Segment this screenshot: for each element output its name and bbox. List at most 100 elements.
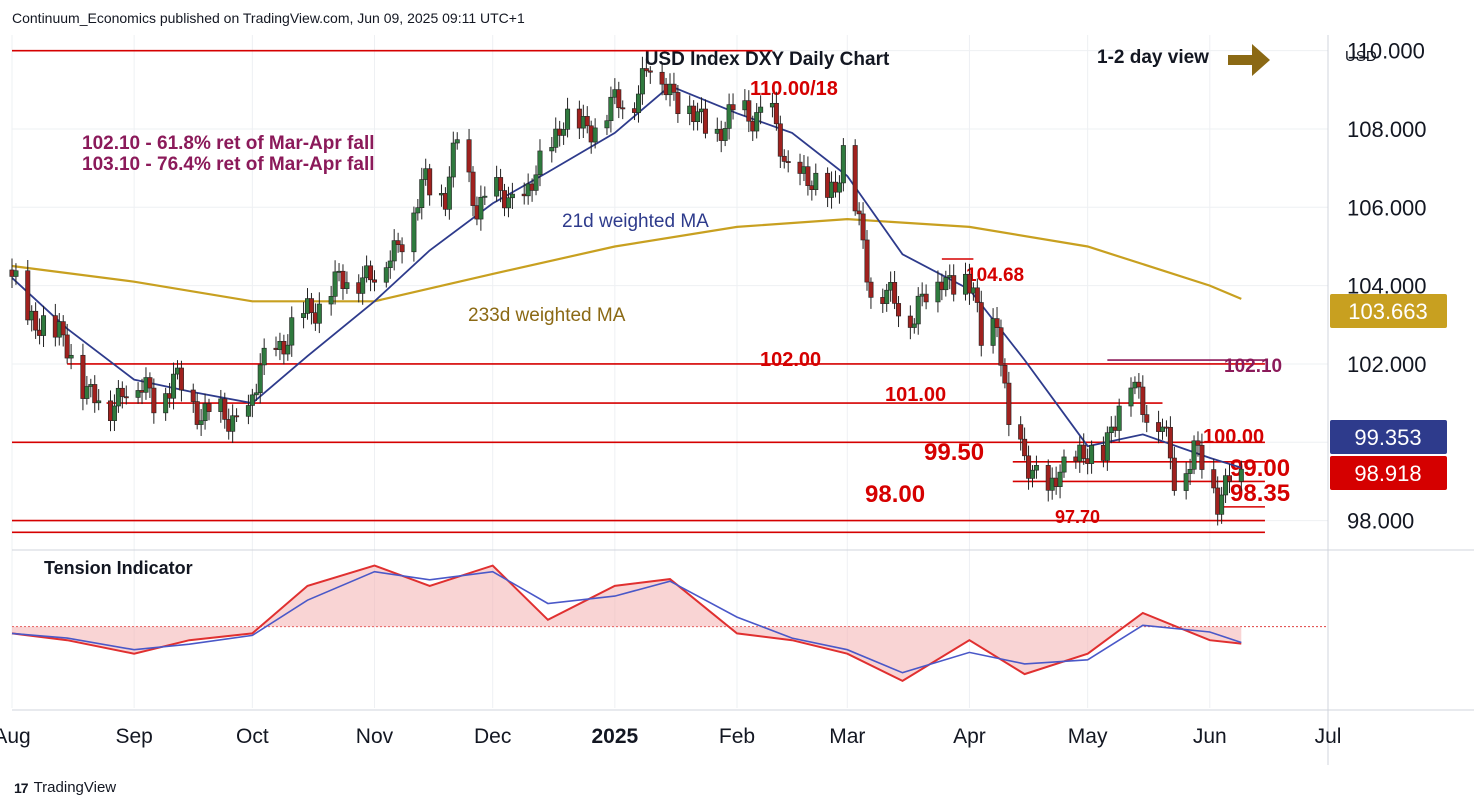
candle-body bbox=[915, 295, 921, 325]
candle-body bbox=[340, 270, 346, 289]
candle-body bbox=[308, 298, 314, 313]
candle-body bbox=[230, 415, 236, 432]
candle-body bbox=[1104, 432, 1110, 461]
candle-body bbox=[1191, 440, 1197, 470]
candle-body bbox=[561, 129, 567, 136]
level-label: 110.00/18 bbox=[750, 78, 838, 100]
candle-body bbox=[383, 267, 389, 283]
candle-body bbox=[1140, 386, 1146, 415]
candle-body bbox=[978, 302, 984, 346]
candle-body bbox=[194, 401, 200, 425]
candle-body bbox=[60, 321, 66, 336]
candle-body bbox=[868, 281, 874, 298]
chart-title: USD Index DXY Daily Chart bbox=[645, 49, 890, 70]
currency-label: USD bbox=[1345, 48, 1377, 65]
candle-body bbox=[450, 142, 456, 178]
candle-body bbox=[1022, 438, 1028, 457]
candle-body bbox=[371, 279, 377, 283]
candle-body bbox=[730, 104, 736, 111]
candle-body bbox=[537, 150, 543, 176]
candle-body bbox=[781, 155, 787, 162]
candle-body bbox=[1195, 440, 1201, 446]
candle-body bbox=[1167, 426, 1173, 459]
publisher-line: Continuum_Economics published on Trading… bbox=[12, 10, 525, 26]
candle-body bbox=[387, 260, 393, 268]
level-label: 102.00 bbox=[760, 349, 821, 371]
candle-body bbox=[190, 389, 196, 402]
candle-body bbox=[344, 282, 350, 289]
candle-body bbox=[923, 293, 929, 303]
candle-body bbox=[206, 403, 212, 412]
candle-body bbox=[1183, 473, 1189, 491]
candle-body bbox=[1144, 414, 1150, 423]
candle-body bbox=[285, 344, 291, 355]
candle-body bbox=[509, 193, 515, 199]
candle-body bbox=[604, 120, 610, 129]
y-tick-label: 108.000 bbox=[1347, 117, 1427, 142]
candle-body bbox=[1187, 468, 1193, 474]
candle-body bbox=[671, 83, 677, 93]
price-badge bbox=[1330, 456, 1447, 490]
candle-body bbox=[584, 116, 590, 127]
candle-body bbox=[805, 166, 811, 186]
x-tick-label: May bbox=[1068, 725, 1108, 748]
candle-body bbox=[1026, 455, 1032, 479]
right-arrow-icon bbox=[1228, 44, 1270, 76]
candle-body bbox=[1033, 465, 1039, 471]
candle-body bbox=[1018, 424, 1024, 440]
candle-body bbox=[840, 145, 846, 184]
candle-body bbox=[119, 387, 125, 397]
candle-body bbox=[446, 176, 452, 210]
candle-body bbox=[884, 289, 890, 304]
candle-body bbox=[994, 318, 1000, 328]
level-label: 104.68 bbox=[966, 265, 1024, 286]
candle-body bbox=[695, 111, 701, 123]
candle-body bbox=[419, 179, 425, 209]
candle-body bbox=[261, 347, 267, 366]
candle-body bbox=[990, 318, 996, 346]
y-tick-label: 110.000 bbox=[1347, 39, 1425, 64]
price-badge-label: 99.353 bbox=[1354, 425, 1421, 450]
candle-body bbox=[123, 396, 129, 399]
candle-body bbox=[785, 161, 791, 163]
candle-body bbox=[13, 270, 19, 277]
candle-body bbox=[92, 384, 98, 404]
candle-body bbox=[1199, 445, 1205, 470]
candle-body bbox=[1057, 471, 1063, 487]
candle-body bbox=[702, 108, 708, 134]
candle-body bbox=[726, 104, 732, 129]
candle-body bbox=[852, 145, 858, 212]
candle-body bbox=[722, 128, 728, 141]
candle-body bbox=[249, 394, 255, 406]
candle-body bbox=[482, 195, 488, 198]
ma233-label: 233d weighted MA bbox=[468, 305, 626, 326]
x-tick-label: Mar bbox=[829, 725, 865, 748]
candle-body bbox=[643, 68, 649, 72]
tension-line-blue bbox=[11, 570, 1242, 674]
candle-body bbox=[163, 393, 169, 414]
candle-body bbox=[1171, 457, 1177, 491]
candle-body bbox=[1238, 468, 1244, 482]
candle-body bbox=[25, 270, 31, 321]
x-tick-label: 2025 bbox=[591, 725, 638, 748]
level-label: 99.50 bbox=[924, 439, 984, 466]
candle-body bbox=[470, 171, 476, 206]
view-label: 1-2 day view bbox=[1097, 47, 1209, 68]
candle-body bbox=[454, 139, 460, 144]
candle-body bbox=[41, 315, 47, 336]
y-tick-label: 102.000 bbox=[1347, 352, 1427, 377]
candle-body bbox=[96, 400, 102, 404]
candle-body bbox=[427, 168, 433, 196]
candle-body bbox=[1061, 456, 1067, 473]
candle-body bbox=[935, 281, 941, 303]
candle-body bbox=[301, 313, 307, 318]
candle-body bbox=[860, 213, 866, 241]
x-tick-label: Nov bbox=[356, 725, 394, 748]
candle-body bbox=[1006, 382, 1012, 425]
candle-body bbox=[1029, 469, 1035, 479]
price-badge bbox=[1330, 294, 1447, 328]
candle-body bbox=[257, 364, 263, 394]
candle-body bbox=[178, 367, 184, 391]
candle-body bbox=[505, 197, 511, 209]
